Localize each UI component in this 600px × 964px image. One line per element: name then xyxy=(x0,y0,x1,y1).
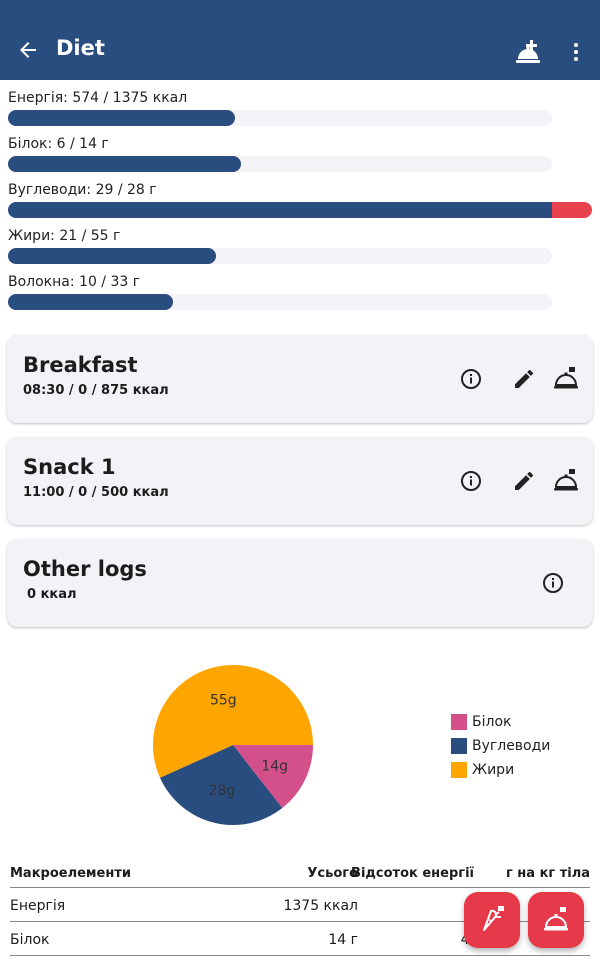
nutrient-energy: Енергія: 574 / 1375 ккал xyxy=(0,88,600,134)
back-arrow-icon[interactable] xyxy=(16,38,40,62)
app-bar: Diet xyxy=(0,0,600,80)
add-ingredient-button[interactable] xyxy=(464,892,520,948)
progress-track xyxy=(8,248,552,264)
legend-item: Вуглеводи xyxy=(451,734,550,758)
progress-fill xyxy=(8,110,236,126)
table-cell: Білок xyxy=(10,932,50,948)
nutrient-label: Жири: 21 / 55 г xyxy=(8,228,121,244)
legend-label: Вуглеводи xyxy=(472,738,551,754)
progress-fill xyxy=(8,248,216,264)
add-food-icon[interactable] xyxy=(553,366,579,392)
progress-track xyxy=(8,294,552,310)
add-meal-icon xyxy=(544,907,568,931)
page-title: Diet xyxy=(56,36,105,60)
table-cell: Енергія xyxy=(10,898,66,914)
progress-track xyxy=(8,202,592,218)
nutrient-fiber: Волокна: 10 / 33 г xyxy=(0,272,600,318)
meal-name: Snack 1 xyxy=(23,455,116,479)
nutrient-label: Енергія: 574 / 1375 ккал xyxy=(8,90,188,106)
table-header-cell: Відсоток енергії xyxy=(351,866,474,881)
pie-slice xyxy=(233,745,313,809)
pie-slice xyxy=(159,745,283,825)
table-header-cell: Усього xyxy=(307,866,358,881)
meal-card-breakfast[interactable]: Breakfast 08:30 / 0 / 875 ккал xyxy=(7,335,593,423)
meal-subtitle: 11:00 / 0 / 500 ккал xyxy=(23,485,169,500)
legend-label: Жири xyxy=(472,762,515,778)
legend-item: Білок xyxy=(451,710,550,734)
nutrient-label: Білок: 6 / 14 г xyxy=(8,136,109,152)
progress-overflow xyxy=(552,202,592,218)
pie-slice xyxy=(153,665,313,778)
info-icon[interactable] xyxy=(459,367,483,391)
nutrient-progress-list: Енергія: 574 / 1375 ккал Білок: 6 / 14 г… xyxy=(0,88,600,318)
legend-item: Жири xyxy=(451,758,550,782)
pie-data-label: 55g xyxy=(210,693,237,709)
macro-pie-chart: 14g 28g 55g xyxy=(153,665,313,825)
meal-name: Breakfast xyxy=(23,353,138,377)
table-row: Енергія 1375 ккал xyxy=(10,888,590,922)
table-cell: 1375 ккал xyxy=(283,898,358,914)
nutrient-carbs: Вуглеводи: 29 / 28 г xyxy=(0,180,600,226)
progress-track xyxy=(8,110,552,126)
table-cell: 14 г xyxy=(328,932,358,948)
table-header-cell: Макроелементи xyxy=(10,866,131,881)
meal-name: Other logs xyxy=(23,557,147,581)
progress-fill xyxy=(8,294,173,310)
add-food-icon[interactable] xyxy=(553,468,579,494)
progress-track xyxy=(8,156,552,172)
table-header: Макроелементи Усього Відсоток енергії г … xyxy=(10,858,590,888)
meal-card-snack[interactable]: Snack 1 11:00 / 0 / 500 ккал xyxy=(7,437,593,525)
legend-swatch xyxy=(451,762,467,778)
nutrient-fat: Жири: 21 / 55 г xyxy=(0,226,600,272)
legend-label: Білок xyxy=(472,714,512,730)
add-ingredient-icon xyxy=(483,906,504,931)
chart-legend: Білок Вуглеводи Жири xyxy=(451,710,550,782)
meal-card-other-logs[interactable]: Other logs 0 ккал xyxy=(7,539,593,627)
meal-subtitle: 08:30 / 0 / 875 ккал xyxy=(23,383,169,398)
pie-data-label: 14g xyxy=(261,758,288,774)
add-meal-button[interactable] xyxy=(528,892,584,948)
edit-icon[interactable] xyxy=(512,367,536,391)
more-vert-icon[interactable] xyxy=(564,40,588,64)
nutrient-protein: Білок: 6 / 14 г xyxy=(0,134,600,180)
info-icon[interactable] xyxy=(459,469,483,493)
nutrient-label: Волокна: 10 / 33 г xyxy=(8,274,141,290)
info-icon[interactable] xyxy=(541,571,565,595)
legend-swatch xyxy=(451,714,467,730)
meal-subtitle: 0 ккал xyxy=(27,587,77,602)
add-meal-icon[interactable] xyxy=(514,38,542,66)
legend-swatch xyxy=(451,738,467,754)
progress-fill xyxy=(8,202,552,218)
nutrient-label: Вуглеводи: 29 / 28 г xyxy=(8,182,157,198)
edit-icon[interactable] xyxy=(512,469,536,493)
pie-data-label: 28g xyxy=(208,783,235,799)
table-header-cell: г на кг тіла xyxy=(505,866,590,881)
progress-fill xyxy=(8,156,242,172)
